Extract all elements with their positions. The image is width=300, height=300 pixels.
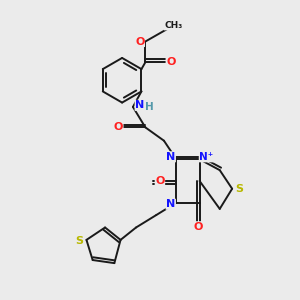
Text: N⁺: N⁺ — [199, 152, 214, 162]
Text: N: N — [166, 199, 176, 209]
Text: CH₃: CH₃ — [164, 21, 182, 30]
Text: O: O — [113, 122, 123, 132]
Text: N: N — [135, 100, 144, 110]
Text: N: N — [166, 152, 176, 162]
Text: S: S — [235, 184, 243, 194]
Text: O: O — [135, 37, 145, 46]
Text: S: S — [76, 236, 84, 246]
Text: H: H — [145, 102, 153, 112]
Text: O: O — [167, 57, 176, 67]
Text: O: O — [194, 222, 203, 232]
Text: O: O — [155, 176, 165, 186]
